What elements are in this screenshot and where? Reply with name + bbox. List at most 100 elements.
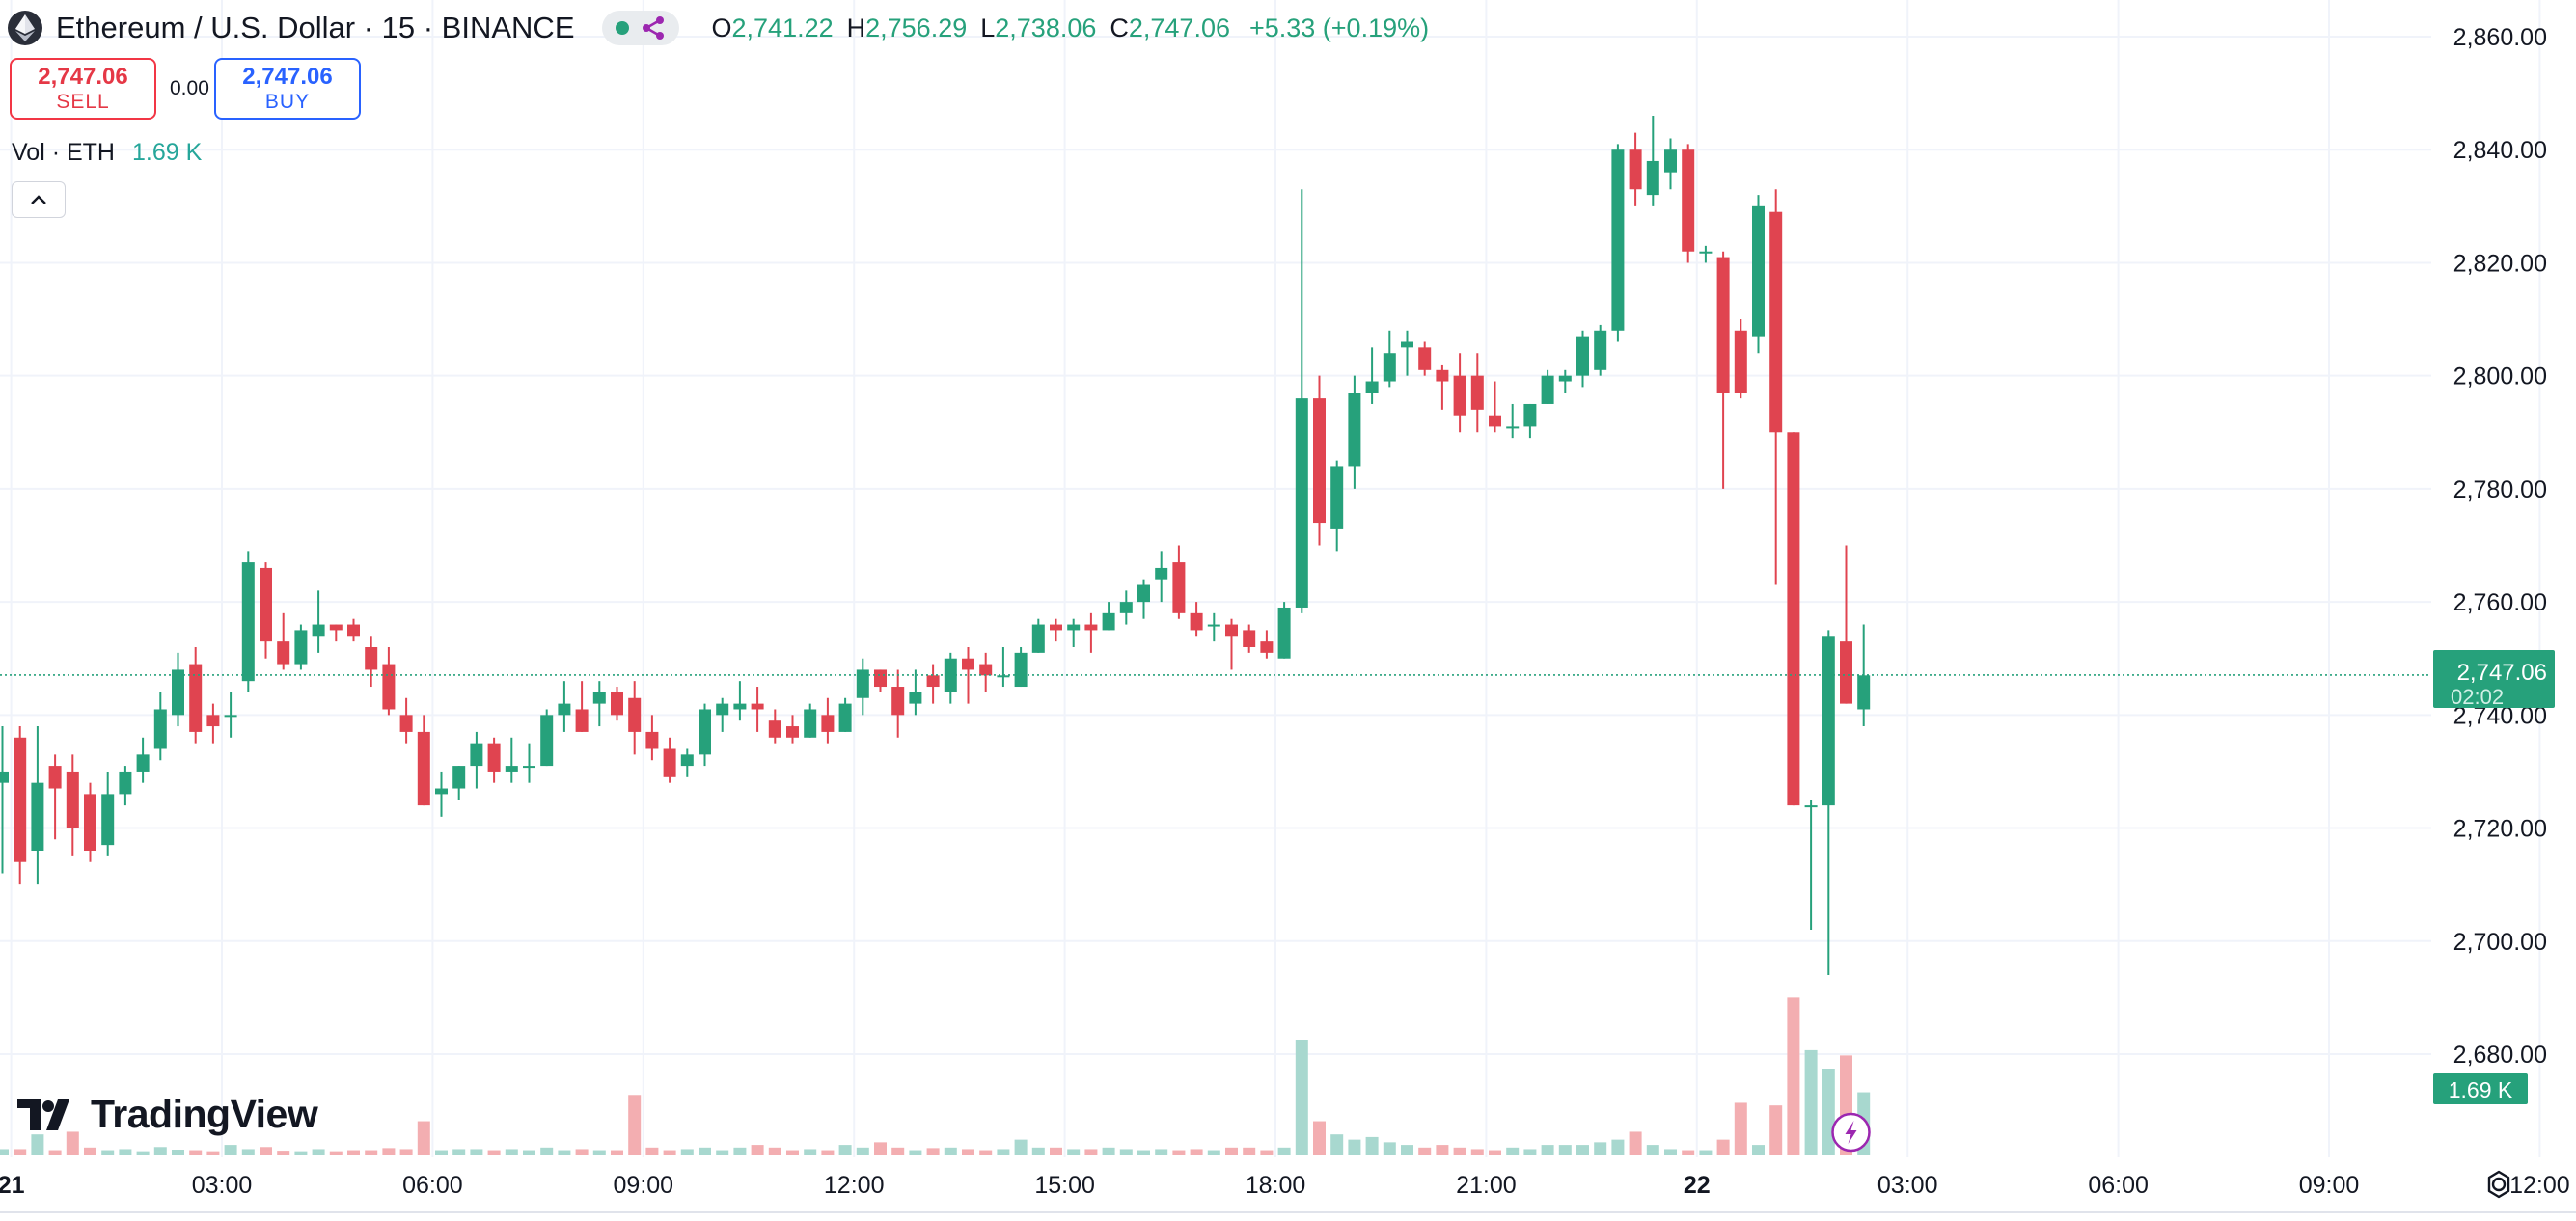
volume-bar — [0, 1149, 9, 1155]
candle-body — [1822, 636, 1835, 806]
chart-grid — [0, 0, 2541, 1157]
candle — [1207, 612, 1220, 642]
volume-bar — [1383, 1142, 1396, 1155]
candle — [523, 743, 535, 783]
volume-bar — [1541, 1145, 1554, 1155]
buy-button[interactable]: 2,747.06 BUY — [214, 58, 361, 120]
volume-bar — [1401, 1145, 1413, 1155]
volume-bar — [699, 1147, 711, 1155]
volume-bar — [751, 1145, 764, 1155]
candle — [277, 612, 290, 670]
candle — [645, 715, 659, 761]
candle-body — [172, 669, 184, 716]
symbol-title[interactable]: Ethereum / U.S. Dollar · 15 · BINANCE — [56, 11, 575, 44]
candle-body — [751, 703, 764, 710]
candle-body — [716, 703, 729, 716]
last-price-label-bg — [2433, 649, 2555, 708]
candle — [540, 709, 554, 767]
candle-body — [1137, 584, 1150, 603]
candle — [1119, 590, 1133, 625]
candle-body — [1243, 630, 1256, 647]
candle — [628, 681, 642, 755]
volume-axis-label: 1.69 K — [2449, 1077, 2513, 1102]
volume-bar — [540, 1147, 554, 1155]
volume-bar — [786, 1150, 799, 1155]
candle — [1594, 324, 1607, 376]
candle — [733, 681, 747, 721]
candle — [1243, 624, 1256, 653]
volume-legend-label: Vol · ETH — [12, 139, 115, 166]
candle — [1453, 353, 1466, 433]
volume-legend[interactable]: Vol · ETH 1.69 K — [12, 139, 202, 167]
price-axis[interactable]: 2,860.00 2,840.00 2,820.00 2,800.00 2,780.00… — [2453, 24, 2547, 1069]
sell-button[interactable]: 2,747.06 SELL — [10, 58, 156, 120]
volume-bar — [1119, 1149, 1133, 1155]
candle — [1260, 630, 1274, 659]
candle-body — [1190, 612, 1203, 631]
volume-bar — [382, 1148, 396, 1155]
candle-body — [1594, 330, 1607, 370]
volume-bar — [1277, 1147, 1291, 1155]
candle-body — [84, 794, 96, 851]
candle — [1629, 132, 1642, 206]
candle — [751, 687, 764, 732]
time-axis[interactable]: 21 03:00 06:00 09:00 12:00 15:00 18:00 21:00 22 0… — [0, 1172, 2576, 1199]
candle-body — [1787, 432, 1800, 806]
candle-body — [1734, 330, 1747, 393]
candle-body — [1207, 624, 1220, 627]
collapse-legend-button[interactable] — [12, 181, 66, 218]
candle-body — [997, 675, 1010, 678]
candle-body — [1558, 375, 1572, 382]
candle — [312, 590, 325, 653]
status-pill[interactable] — [601, 11, 679, 45]
gear-icon[interactable] — [2483, 1169, 2514, 1200]
volume-bar — [1576, 1145, 1589, 1155]
time-tick-label: 15:00 — [1034, 1172, 1095, 1199]
candle-body — [1014, 652, 1028, 688]
volume-bar — [277, 1151, 290, 1155]
candle — [1541, 369, 1554, 404]
candle — [1102, 602, 1115, 631]
candle — [699, 703, 711, 767]
candle — [1576, 330, 1589, 388]
candle-body — [540, 715, 554, 767]
candle — [1840, 545, 1852, 704]
volume-bar — [1822, 1069, 1835, 1155]
ethereum-icon[interactable] — [8, 11, 42, 45]
candle — [1769, 189, 1783, 585]
volume-bar — [1558, 1145, 1572, 1155]
bar-countdown-label: 02:02 — [2451, 685, 2504, 709]
volume-bar — [1453, 1147, 1466, 1155]
candle-body — [592, 692, 606, 704]
candle — [1330, 460, 1344, 552]
candle — [347, 618, 360, 642]
tradingview-logo[interactable]: TradingView — [17, 1092, 318, 1137]
candle-body — [628, 697, 642, 732]
candle — [1682, 144, 1695, 263]
volume-bar — [1207, 1150, 1220, 1155]
candle — [1611, 144, 1625, 342]
candle-body — [206, 715, 220, 727]
candle-body — [66, 771, 79, 828]
candle-body — [452, 766, 466, 789]
ohlc-high-label: H — [846, 13, 866, 42]
candle — [1489, 381, 1501, 433]
candle — [0, 726, 9, 874]
share-icon[interactable] — [641, 15, 666, 41]
candle-body — [891, 687, 905, 716]
candle — [926, 664, 940, 704]
volume-bar — [768, 1147, 781, 1155]
candle — [470, 731, 483, 789]
candle — [452, 766, 466, 800]
tradingview-logo-text: TradingView — [91, 1092, 318, 1136]
candle-body — [1084, 624, 1098, 631]
candle — [786, 715, 799, 744]
candle — [997, 647, 1010, 688]
price-tick-label: 2,780.00 — [2453, 476, 2547, 503]
time-tick-label: 18:00 — [1246, 1172, 1306, 1199]
volume-bar — [487, 1150, 501, 1155]
ohlc-high-value: 2,756.29 — [865, 13, 968, 42]
candle — [1436, 364, 1449, 410]
candle-body — [189, 664, 203, 732]
